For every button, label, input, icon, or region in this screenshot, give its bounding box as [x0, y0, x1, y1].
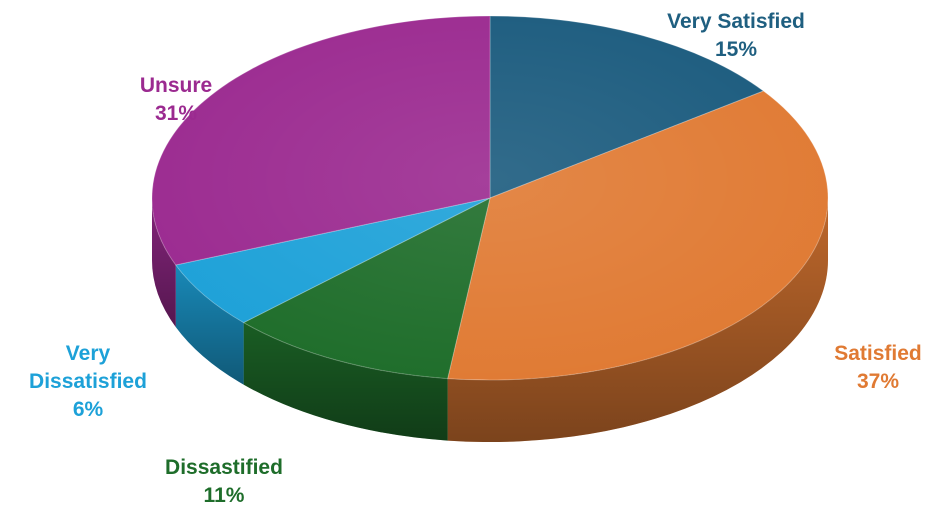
pie-tops: [151, 15, 829, 381]
pie-side-shade-unsure: [152, 198, 176, 327]
pie-side-shade-satisfied: [447, 198, 828, 442]
slice-label-very-dissatisfied: Very Dissatisfied 6%: [29, 340, 147, 424]
slice-label-satisfied: Satisfied 37%: [834, 340, 922, 396]
slice-name-line: Very: [65, 342, 111, 365]
slice-percent: 31%: [154, 102, 198, 125]
slice-percent: 6%: [72, 398, 104, 421]
slice-percent: 37%: [856, 370, 900, 393]
slice-name-line: Very Satisfied: [667, 10, 805, 33]
slice-percent: 11%: [203, 484, 245, 507]
slice-label-unsure: Unsure 31%: [140, 72, 212, 128]
pie-top-highlight: [152, 16, 828, 380]
pie-side-shade-very-dissatisfied: [175, 264, 244, 385]
slice-name-line: Dissastified: [165, 456, 283, 479]
pie-sides: [152, 198, 828, 442]
slice-name-line: Unsure: [139, 74, 213, 97]
pie-side-shade-dissastified: [243, 322, 448, 441]
slice-label-very-satisfied: Very Satisfied 15%: [667, 8, 805, 64]
slice-name-line: Satisfied: [834, 342, 922, 365]
slice-name-line: Dissatisfied: [29, 370, 147, 393]
slice-percent: 15%: [714, 38, 758, 61]
slice-label-dissastified: Dissastified 11%: [165, 454, 283, 510]
